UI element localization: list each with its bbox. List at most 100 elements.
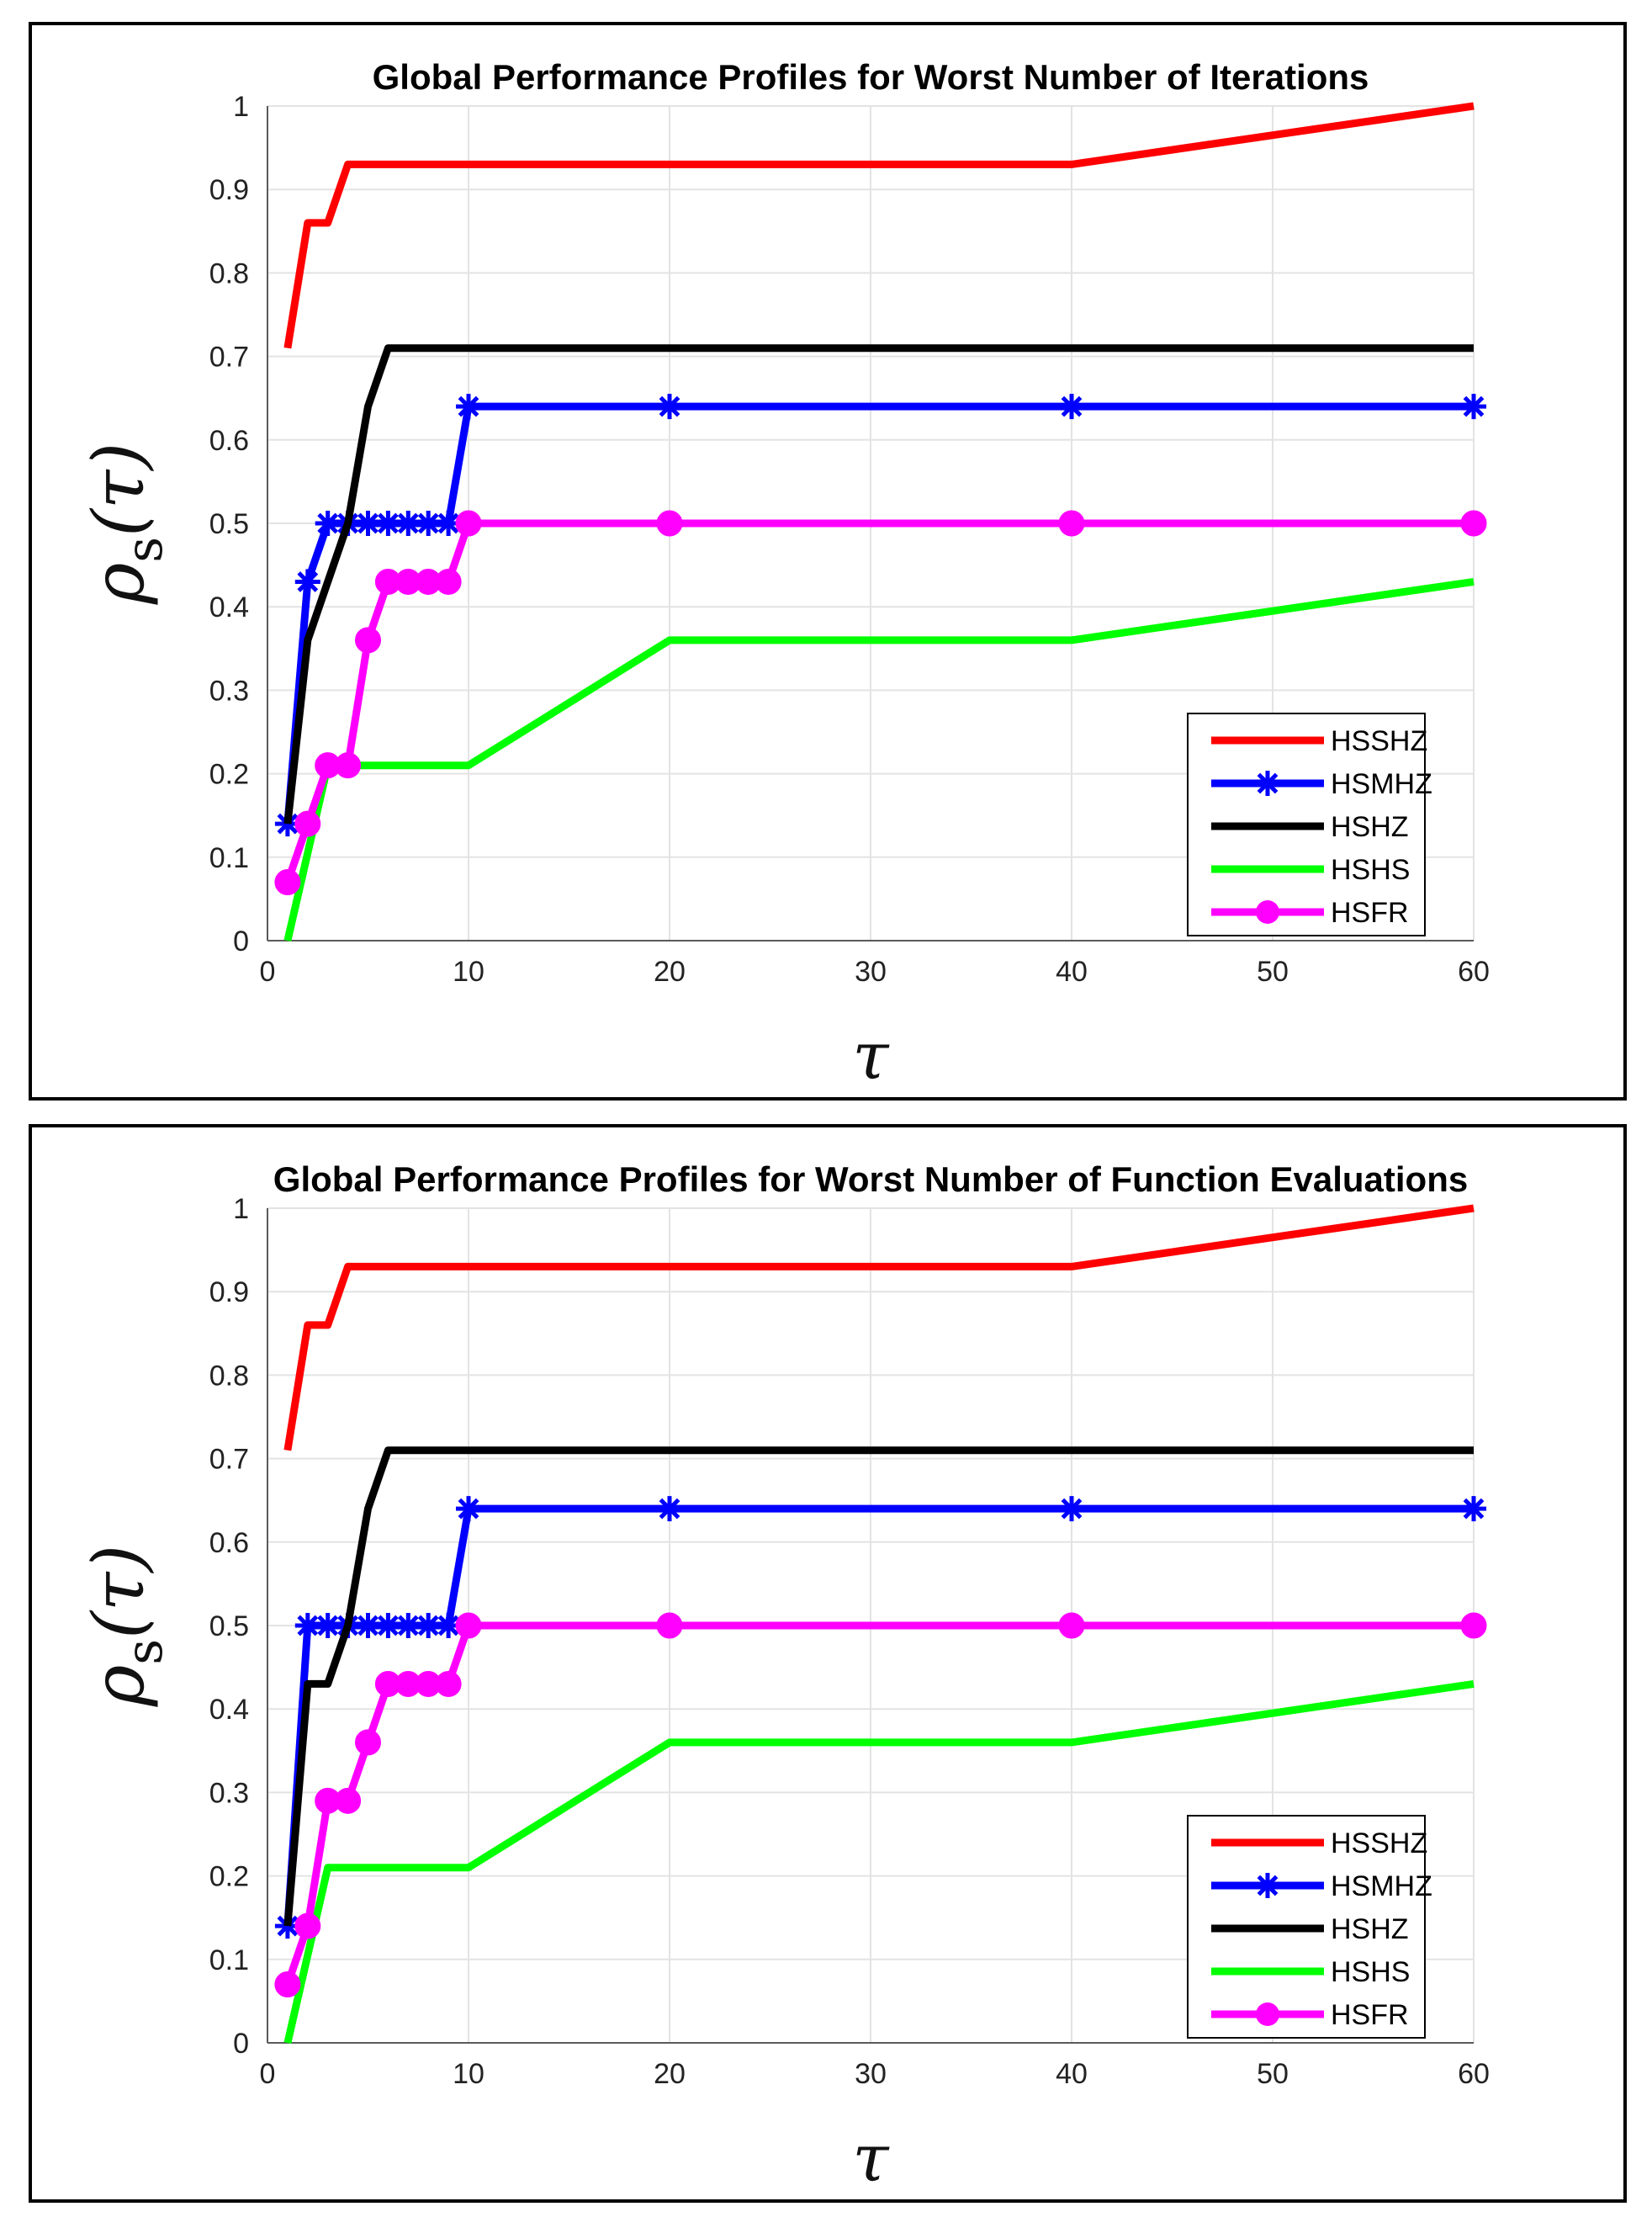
legend-item-hsmhz: HSMHZ [1211, 768, 1432, 800]
legend-item-hsfr: HSFR [1211, 1999, 1409, 2031]
y-axis-label-argument: (τ) [77, 443, 160, 537]
data-point [1460, 510, 1487, 537]
marker-stroke [1257, 772, 1279, 794]
legend: HSSHZ HSMHZ HSHZ HSHS HSFR [1187, 1815, 1432, 2039]
series-line [283, 344, 1474, 825]
legend-marker [1255, 1873, 1280, 1898]
series-hsshz [283, 1204, 1475, 1451]
chart-title: Global Performance Profiles for Worst Nu… [273, 1159, 1468, 1199]
marker-stroke [357, 512, 379, 534]
data-point [455, 510, 482, 537]
legend-item-hsfr: HSFR [1211, 897, 1409, 929]
x-axis-label: τ [852, 1019, 890, 1095]
data-point [456, 1496, 481, 1522]
y-tick-label: 0.6 [209, 425, 249, 457]
data-point [1059, 1496, 1084, 1522]
y-axis-label: ρs(τ) [77, 443, 174, 605]
x-tick-label: 30 [855, 2058, 887, 2090]
series-hshz [283, 1446, 1474, 1927]
x-tick-label: 40 [1056, 2058, 1088, 2090]
legend-item-hshs: HSHS [1211, 854, 1410, 886]
x-tick-label: 40 [1056, 956, 1088, 988]
marker-stroke [437, 512, 459, 534]
series-layer [274, 1204, 1487, 2045]
series-hsfr [274, 1612, 1487, 1998]
data-point [435, 568, 462, 595]
y-tick-label: 0.4 [209, 591, 249, 623]
legend-label: HSSHZ [1331, 725, 1427, 757]
data-point [1058, 510, 1085, 537]
y-tick-label: 0.4 [209, 1694, 249, 1726]
legend-item-hsmhz: HSMHZ [1211, 1870, 1432, 1902]
marker-stroke [417, 1615, 439, 1636]
y-tick-label: 0.1 [209, 842, 249, 874]
legend-marker [1256, 2002, 1279, 2026]
legend-label: HSHZ [1331, 1913, 1409, 1945]
x-tick-label: 0 [260, 2058, 276, 2090]
legend-label: HSMHZ [1331, 1870, 1432, 1902]
y-axis-label-symbol: ρ [77, 563, 160, 605]
y-tick-label: 0.6 [209, 1527, 249, 1559]
data-point [657, 394, 682, 420]
y-axis-label-subscript: s [115, 1639, 174, 1665]
data-point [1461, 394, 1486, 420]
marker-stroke [397, 1615, 419, 1636]
series-hshs [283, 1679, 1475, 2045]
chart-panel-function-evaluations: Global Performance Profiles for Worst Nu… [29, 1124, 1627, 2203]
data-point [294, 569, 320, 595]
data-point [274, 811, 300, 837]
x-tick-label: 20 [654, 2058, 686, 2090]
y-tick-label: 0.9 [209, 1276, 249, 1308]
y-tick-label: 0.3 [209, 675, 249, 707]
legend-item-hshz: HSHZ [1211, 811, 1409, 843]
legend-marker [1256, 900, 1279, 924]
y-tick-label: 0.8 [209, 257, 249, 289]
y-tick-label: 0.5 [209, 1610, 249, 1642]
marker-stroke [1061, 1498, 1083, 1520]
marker-stroke [417, 512, 439, 534]
data-point [455, 1612, 482, 1639]
legend-label: HSFR [1331, 1999, 1409, 2031]
y-tick-label: 1 [233, 1193, 249, 1225]
data-point [274, 869, 301, 896]
data-point [656, 1612, 683, 1639]
data-point [1059, 394, 1084, 420]
y-tick-label: 1 [233, 91, 249, 123]
y-tick-label: 0.9 [209, 174, 249, 206]
y-tick-label: 0.2 [209, 759, 249, 791]
marker-stroke [1463, 395, 1485, 417]
legend-marker [1255, 771, 1280, 796]
marker-stroke [357, 1615, 379, 1636]
marker-stroke [1061, 395, 1083, 417]
x-tick-label: 30 [855, 956, 887, 988]
data-point [656, 510, 683, 537]
series-hsshz [283, 102, 1475, 349]
marker-stroke [297, 571, 319, 592]
y-tick-label: 0.2 [209, 1861, 249, 1893]
y-tick-label: 0 [233, 2028, 249, 2060]
axes-layer: 0 10 20 30 40 50 60 0 0.1 0.2 0.3 0.4 0.5 0.6 0.7 0.8 0.… [209, 1193, 1490, 2090]
data-point [355, 1729, 381, 1756]
y-tick-label: 0.7 [209, 342, 249, 374]
series-line [283, 1679, 1475, 2045]
data-point [436, 1613, 462, 1638]
x-tick-label: 60 [1458, 956, 1490, 988]
data-point [456, 394, 481, 420]
marker-stroke [458, 1498, 479, 1520]
y-axis-label: ρs(τ) [77, 1545, 174, 1707]
data-point [274, 1971, 301, 1998]
series-line [283, 1446, 1474, 1927]
marker-stroke [277, 813, 299, 835]
axis-labels: τ ρs(τ) [77, 443, 890, 1095]
y-tick-label: 0.8 [209, 1360, 249, 1392]
axes-layer: 0 10 20 30 40 50 60 0 0.1 0.2 0.3 0.4 0.5 0.6 0.7 0.8 0.… [209, 91, 1490, 988]
data-point [435, 1670, 462, 1697]
data-point [294, 810, 321, 837]
marker-stroke [1463, 1498, 1485, 1520]
data-point [335, 1787, 362, 1814]
legend-label: HSHS [1331, 1956, 1410, 1988]
marker-stroke [317, 512, 339, 534]
y-axis-label-symbol: ρ [77, 1665, 160, 1707]
marker-stroke [317, 1615, 339, 1636]
x-axis-label: τ [852, 2121, 890, 2197]
